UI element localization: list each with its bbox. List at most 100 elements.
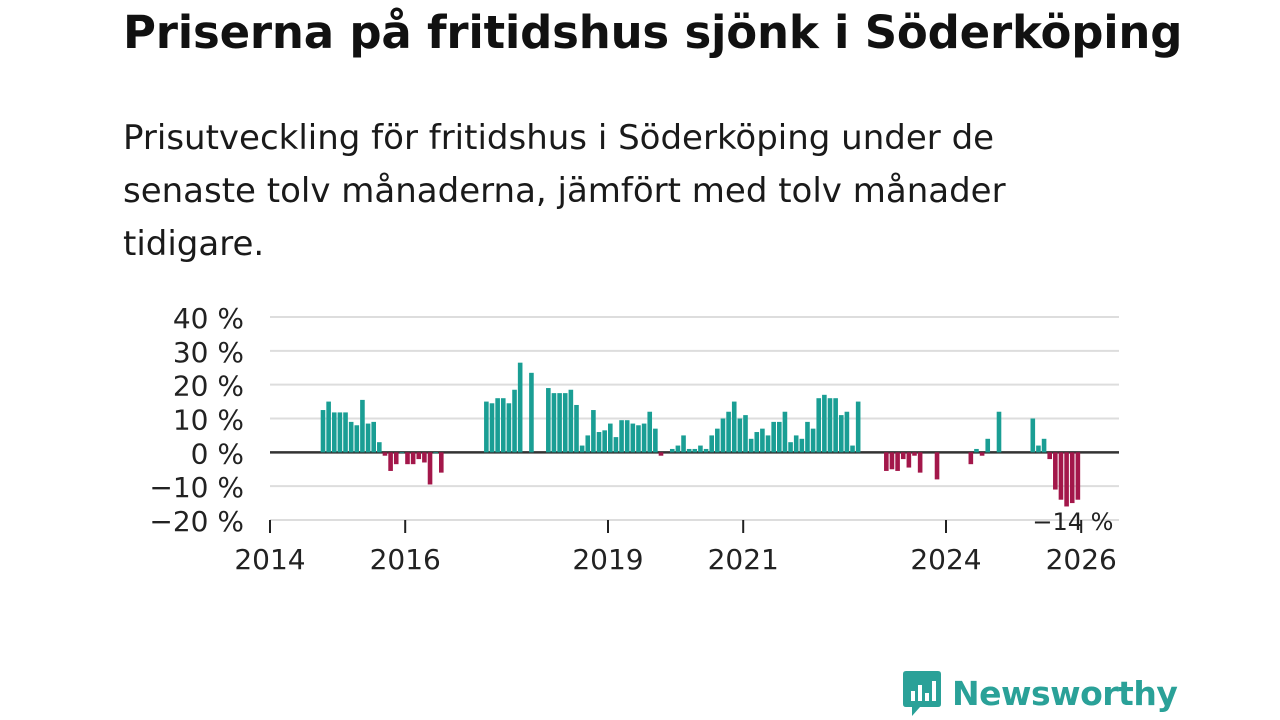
bar (1030, 418, 1036, 453)
bar (529, 372, 534, 453)
bar (619, 420, 624, 453)
bar (422, 452, 427, 463)
bar (686, 448, 692, 453)
bar (574, 404, 579, 453)
bar (934, 452, 940, 480)
bar (613, 437, 619, 453)
chart-gridlines (270, 316, 1119, 521)
bar (765, 435, 771, 453)
bar (731, 401, 737, 453)
bar (427, 452, 433, 485)
y-tick-label: 0 % (191, 437, 244, 470)
bar (771, 421, 776, 453)
bar (551, 393, 557, 453)
bar (996, 411, 1002, 453)
bar (816, 398, 822, 453)
bar (889, 452, 895, 470)
y-tick-label: −20 % (149, 505, 244, 538)
bar (495, 398, 500, 453)
bar (568, 389, 574, 453)
bar (500, 398, 506, 453)
bar (641, 423, 647, 453)
bar (822, 394, 827, 453)
bar (320, 410, 326, 453)
bar (737, 418, 743, 453)
y-tick-label: −10 % (149, 471, 244, 504)
bar (433, 452, 438, 454)
bar (557, 393, 562, 453)
bar (624, 420, 630, 453)
bar (810, 428, 816, 453)
bar (782, 411, 788, 453)
bar (788, 442, 793, 453)
bar (405, 452, 410, 465)
bar (365, 423, 371, 453)
annotation-label: −14 % (1032, 508, 1113, 536)
bar (698, 445, 703, 453)
bar (912, 452, 917, 456)
bar (484, 401, 489, 453)
bar (703, 448, 709, 453)
chart-bars (320, 362, 1081, 507)
bar (855, 401, 861, 453)
bar (546, 388, 551, 453)
bar (838, 415, 844, 453)
bar (653, 428, 658, 453)
bar (371, 421, 376, 453)
chart-title: Priserna på fritidshus sjönk i Söderköpi… (123, 6, 1183, 59)
bar (1069, 452, 1075, 504)
bar (743, 415, 748, 453)
bar (647, 411, 653, 453)
y-tick-label: 40 % (173, 302, 244, 335)
bar (591, 410, 596, 453)
bar (1041, 438, 1047, 453)
bar (884, 452, 889, 471)
bar (754, 432, 760, 453)
x-tick-label: 2014 (234, 543, 305, 576)
bar (506, 403, 512, 453)
y-tick-label: 20 % (173, 370, 244, 403)
brand-name: Newsworthy (952, 673, 1178, 713)
x-axis: 2014 2016 2019 2021 2024 2026 (234, 520, 1117, 576)
bar (439, 452, 444, 473)
bar (974, 448, 979, 453)
bar (675, 445, 681, 453)
bar (343, 412, 348, 453)
bar (748, 438, 754, 453)
x-tick-label: 2026 (1046, 543, 1117, 576)
bar (1047, 452, 1052, 460)
bar (827, 398, 833, 453)
bar (709, 435, 714, 453)
bar (562, 393, 568, 453)
bar (979, 452, 985, 456)
newsworthy-logo: Newsworthy (902, 668, 1178, 718)
bar (715, 428, 720, 453)
bar (1064, 452, 1069, 507)
x-tick-label: 2024 (910, 543, 981, 576)
bar (416, 452, 422, 460)
bar (512, 389, 517, 453)
bar (658, 452, 664, 456)
bar (906, 452, 912, 468)
bar (602, 430, 607, 453)
bar (579, 445, 585, 453)
bar (844, 411, 850, 453)
bar (1075, 452, 1081, 500)
bar (669, 448, 675, 453)
y-tick-label: 30 % (173, 336, 244, 369)
bar (681, 435, 686, 453)
chart-subtitle: Prisutveckling för fritidshus i Söderköp… (123, 118, 1006, 264)
bar (354, 425, 360, 453)
bar (585, 435, 591, 453)
bar (399, 452, 405, 454)
bar (895, 452, 900, 471)
bar (720, 418, 726, 453)
bar (760, 428, 765, 453)
bar (331, 412, 337, 453)
bar (489, 403, 495, 453)
y-axis-labels: 40 %30 %20 %10 %0 %−10 %−20 % (149, 302, 244, 538)
bar (777, 421, 782, 453)
bar (596, 432, 602, 453)
chart-annotation: −14 % (1032, 508, 1113, 536)
bar (833, 398, 838, 453)
